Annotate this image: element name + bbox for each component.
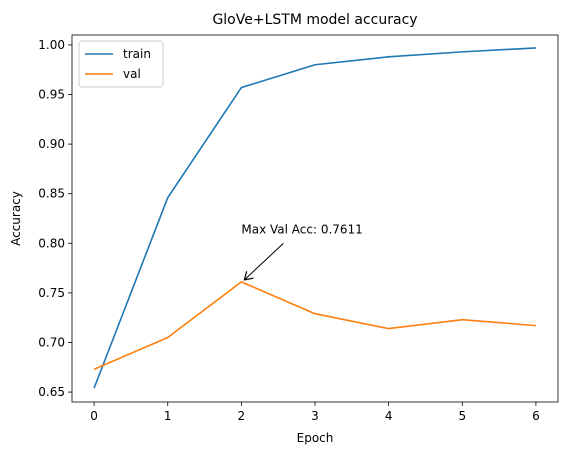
annotation-text: Max Val Acc: 0.7611 [241,222,362,236]
series-line-val [93,281,536,371]
y-tick-label: 0.65 [38,385,65,399]
annotation-arrow [244,243,284,280]
legend: train val [78,40,164,88]
axis-ticks: 0 1 2 3 4 5 6 0.65 0.70 0.75 0.80 0.85 0.90 0.95 1.00 [38,38,539,423]
y-tick-label: 0.90 [38,137,65,151]
x-tick-label: 4 [385,409,393,423]
series-line-train [93,47,536,389]
max-val-annotation: Max Val Acc: 0.7611 [241,222,363,280]
x-axis-label: Epoch [297,431,334,445]
x-tick-label: 6 [532,409,540,423]
y-axis-label: Accuracy [9,191,23,246]
y-tick-label: 0.95 [38,88,65,102]
y-tick-label: 1.00 [38,38,65,52]
x-tick-label: 5 [458,409,466,423]
y-tick-label: 0.75 [38,286,65,300]
legend-label-train: train [123,47,151,61]
y-tick-label: 0.85 [38,187,65,201]
x-tick-label: 2 [238,409,246,423]
y-tick-label: 0.80 [38,236,65,250]
y-tick-label: 0.70 [38,335,65,349]
x-tick-label: 1 [164,409,172,423]
chart-title: GloVe+LSTM model accuracy [212,12,417,28]
legend-box [78,40,164,88]
legend-label-val: val [123,67,141,81]
x-tick-label: 3 [311,409,319,423]
series-layer [93,47,536,389]
x-tick-label: 0 [90,409,98,423]
